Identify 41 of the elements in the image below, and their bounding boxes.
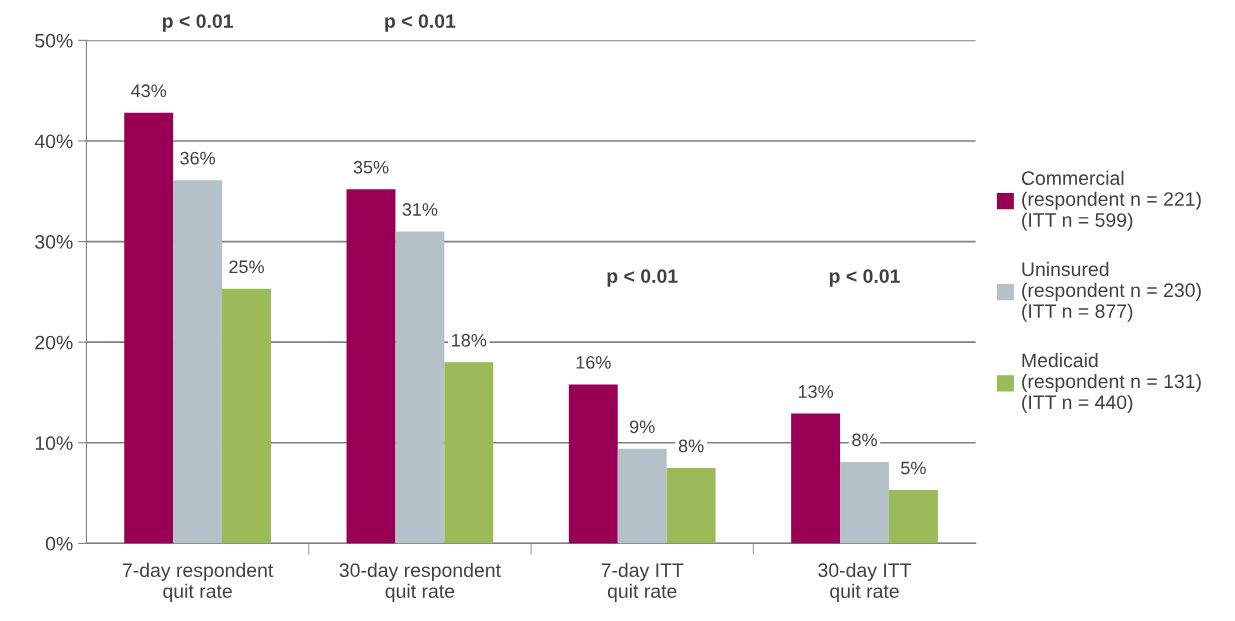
bar: [173, 180, 223, 544]
data-label: 36%: [180, 151, 216, 165]
data-label: 35%: [353, 160, 389, 174]
data-label: 8%: [852, 433, 877, 447]
data-label: 8%: [678, 439, 704, 453]
x-tick-label: 7-day respondent quit rate: [122, 562, 274, 602]
data-label: 43%: [131, 84, 167, 98]
x-tick-label: 30-day respondent quit rate: [339, 562, 501, 602]
bar: [568, 384, 618, 544]
y-tick-label: 40%: [34, 134, 73, 149]
text: p < 0.01: [162, 14, 233, 32]
bar: [395, 231, 445, 544]
data-label: 16%: [576, 356, 611, 369]
annotation: p < 0.01: [607, 269, 678, 287]
bar: [222, 288, 271, 544]
y-tick-label: 50%: [35, 33, 73, 48]
bar: [444, 362, 494, 544]
data-label: 9%: [630, 420, 655, 434]
data-label: 18%: [452, 333, 487, 347]
data-label: 13%: [798, 385, 834, 398]
y-tick-label: 0%: [45, 536, 73, 551]
data-label: 5%: [901, 461, 926, 475]
bar: [617, 448, 667, 544]
text: p < 0.01: [385, 14, 456, 32]
legend-label: Uninsured (respondent n = 230) (ITT n = 877): [1022, 261, 1201, 322]
bar: [346, 189, 396, 544]
y-tick-label: 10%: [35, 436, 73, 451]
x-tick-label: 7-day ITT quit rate: [601, 562, 684, 602]
data-label: 31%: [402, 203, 438, 216]
data-label: 25%: [229, 260, 264, 274]
bar: [124, 112, 174, 544]
bar: [888, 490, 938, 544]
bar: [840, 461, 889, 544]
y-tick-label: 20%: [35, 335, 73, 350]
annotation: p < 0.01: [829, 269, 900, 287]
x-tick-label: 30-day ITT quit rate: [818, 562, 912, 602]
bar: [666, 467, 716, 544]
y-tick-label: 30%: [35, 235, 73, 249]
bar: [791, 413, 841, 544]
legend-label: Commercial (respondent n = 221) (ITT n = 599): [1021, 170, 1201, 231]
legend-label: Medicaid (respondent n = 131) (ITT n = 440): [1022, 352, 1201, 413]
